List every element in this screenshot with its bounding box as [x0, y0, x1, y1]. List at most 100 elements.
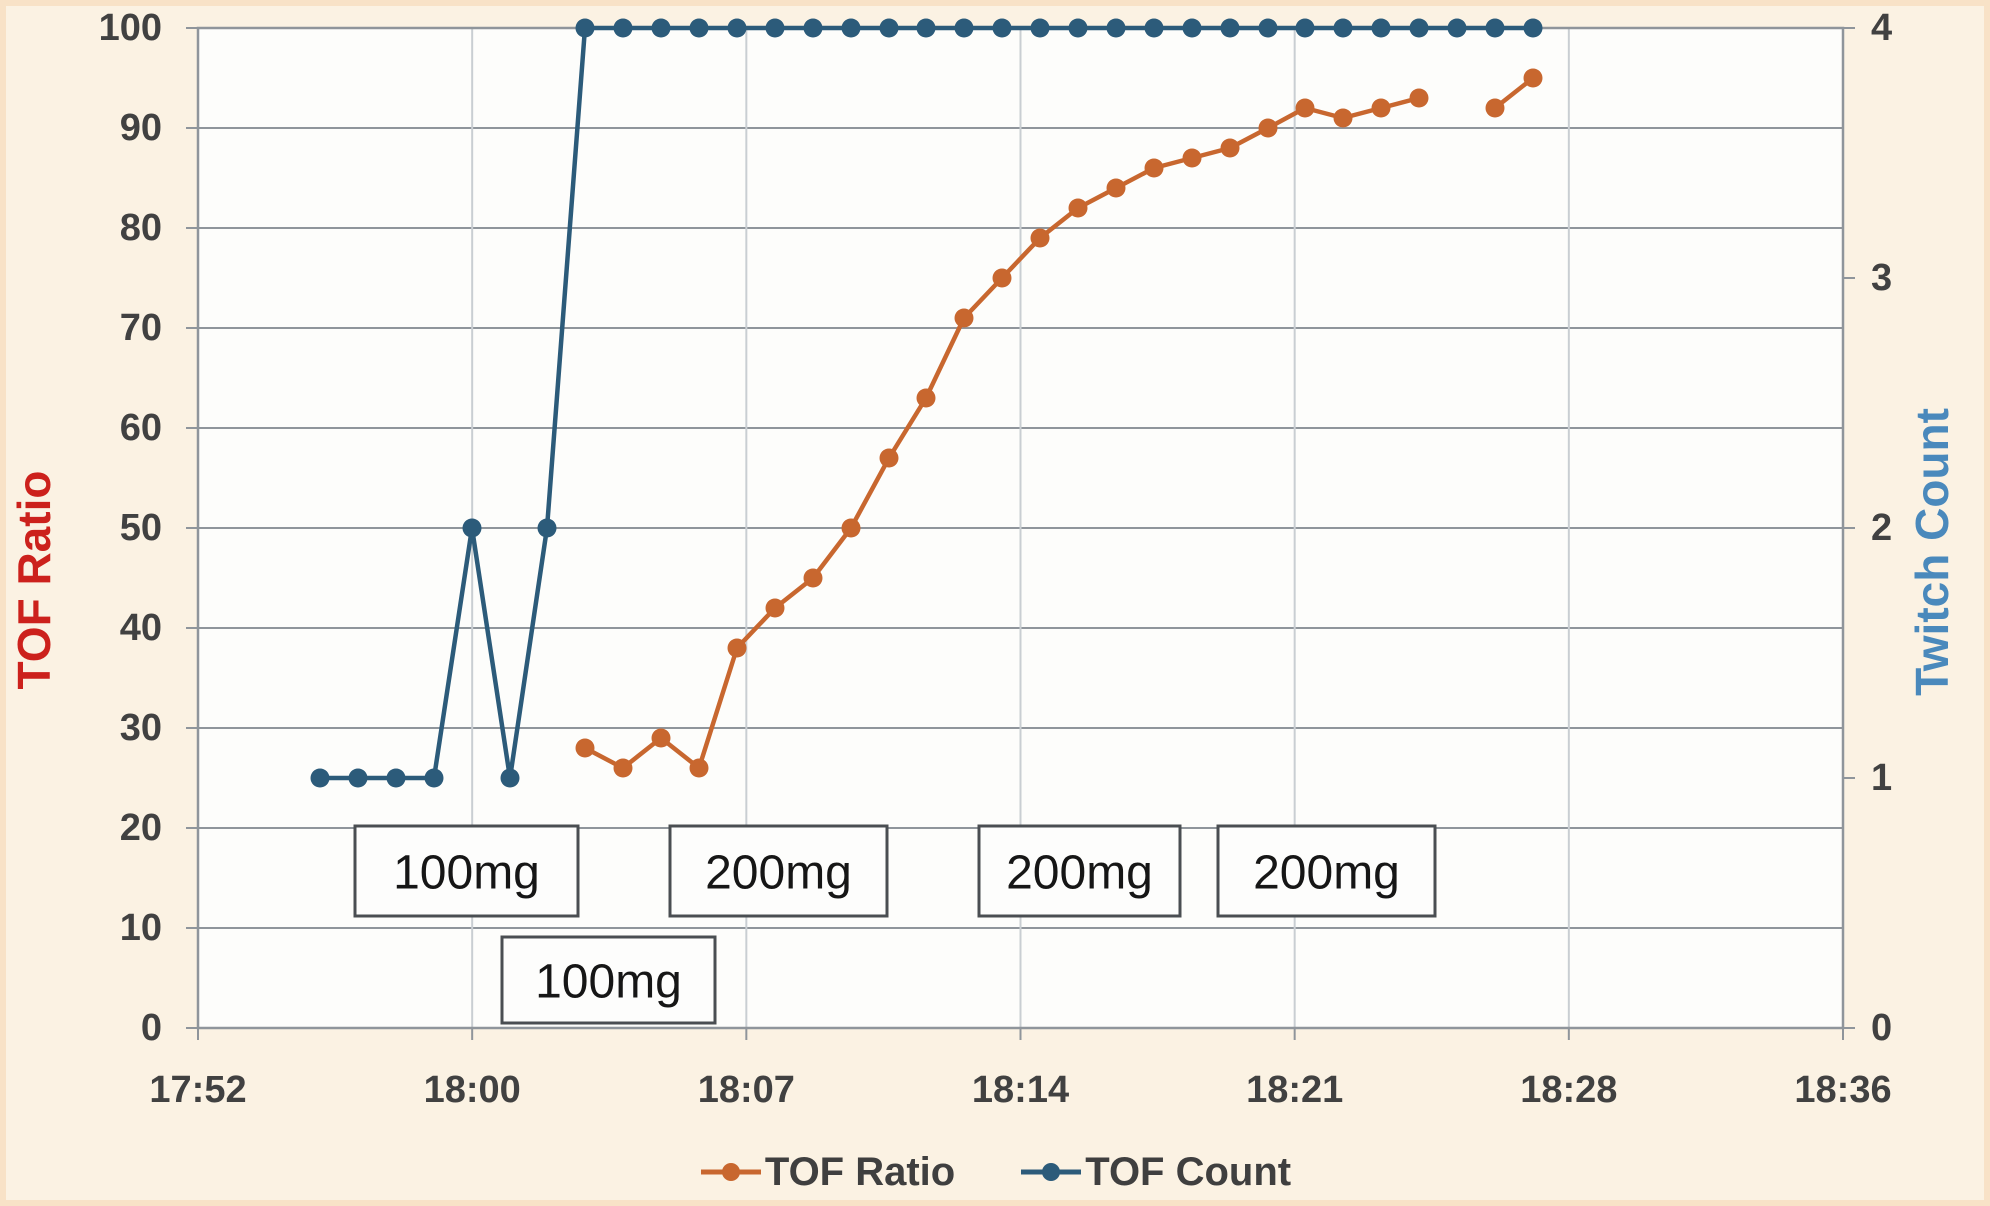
data-point-tof-ratio	[1068, 198, 1088, 218]
y-right-tick-label: 3	[1871, 257, 1892, 299]
data-point-tof-count	[992, 18, 1012, 38]
data-point-tof-ratio	[1182, 148, 1202, 168]
data-point-tof-ratio	[992, 268, 1012, 288]
legend-label: TOF Ratio	[764, 1149, 956, 1194]
data-point-tof-count	[841, 18, 861, 38]
data-point-tof-count	[1258, 18, 1278, 38]
data-point-tof-ratio	[651, 728, 671, 748]
y-left-tick-label: 40	[120, 607, 162, 649]
legend-marker-icon	[700, 1163, 761, 1181]
dose-annotation-box	[977, 824, 1182, 918]
data-point-tof-ratio	[689, 758, 709, 778]
dose-annotation-label: 200mg	[705, 847, 852, 900]
data-point-tof-ratio	[954, 308, 974, 328]
data-point-tof-ratio	[1409, 88, 1429, 108]
data-point-tof-count	[1295, 18, 1315, 38]
data-point-tof-ratio	[613, 758, 633, 778]
dose-annotation-box	[353, 824, 580, 918]
y-left-tick-label: 80	[120, 207, 162, 249]
data-point-tof-count	[1144, 18, 1164, 38]
y-left-tick-label: 90	[120, 107, 162, 149]
data-point-tof-count	[1220, 18, 1240, 38]
data-point-tof-count	[537, 518, 557, 538]
left-axis-title: TOF Ratio	[8, 471, 60, 690]
x-tick-label: 17:52	[149, 1069, 246, 1111]
data-point-tof-count	[1485, 18, 1505, 38]
y-left-tick-label: 100	[99, 7, 162, 49]
data-point-tof-count	[575, 18, 595, 38]
y-right-tick-label: 0	[1871, 1007, 1892, 1049]
data-point-tof-count	[462, 518, 482, 538]
legend-item-tof-count: TOF Count	[1019, 1150, 1291, 1195]
y-right-tick-label: 4	[1871, 7, 1892, 49]
data-point-tof-count	[1030, 18, 1050, 38]
y-left-tick-label: 60	[120, 407, 162, 449]
data-point-tof-count	[424, 768, 444, 788]
data-point-tof-count	[1409, 18, 1429, 38]
y-left-tick-label: 50	[120, 507, 162, 549]
y-left-tick-label: 20	[120, 807, 162, 849]
data-point-tof-count	[689, 18, 709, 38]
data-point-tof-ratio	[1106, 178, 1126, 198]
x-tick-label: 18:36	[1794, 1069, 1891, 1111]
legend-label: TOF Count	[1085, 1149, 1292, 1194]
data-point-tof-ratio	[1220, 138, 1240, 158]
data-point-tof-ratio	[765, 598, 785, 618]
data-point-tof-count	[1447, 18, 1467, 38]
data-point-tof-ratio	[1523, 68, 1543, 88]
dose-annotation-box	[500, 935, 717, 1025]
x-tick-label: 18:28	[1520, 1069, 1617, 1111]
data-point-tof-count	[1333, 18, 1353, 38]
data-point-tof-ratio	[1030, 228, 1050, 248]
dose-annotation-label: 200mg	[1006, 847, 1153, 900]
dose-annotation-label: 100mg	[393, 847, 540, 900]
dose-annotation-label: 200mg	[1253, 847, 1400, 900]
data-point-tof-count	[613, 18, 633, 38]
data-point-tof-ratio	[1333, 108, 1353, 128]
dose-annotation-box	[1216, 824, 1437, 918]
y-left-tick-label: 10	[120, 907, 162, 949]
legend-marker-icon	[1021, 1163, 1082, 1181]
right-axis-title: Twitch Count	[1906, 408, 1958, 696]
data-point-tof-count	[1371, 18, 1391, 38]
y-right-tick-label: 2	[1871, 507, 1892, 549]
data-point-tof-ratio	[1371, 98, 1391, 118]
data-point-tof-count	[879, 18, 899, 38]
data-point-tof-ratio	[575, 738, 595, 758]
y-left-tick-label: 70	[120, 307, 162, 349]
x-tick-label: 18:00	[424, 1069, 521, 1111]
y-left-tick-label: 30	[120, 707, 162, 749]
dose-annotation-label: 100mg	[535, 956, 682, 1009]
chart-legend: TOF Ratio TOF Count	[0, 1142, 1990, 1202]
dose-annotation-box	[668, 824, 889, 918]
x-tick-label: 18:07	[698, 1069, 795, 1111]
data-point-tof-ratio	[803, 568, 823, 588]
legend-item-tof-ratio: TOF Ratio	[699, 1150, 955, 1195]
data-point-tof-ratio	[1485, 98, 1505, 118]
data-point-tof-count	[1182, 18, 1202, 38]
data-point-tof-ratio	[916, 388, 936, 408]
data-point-tof-count	[765, 18, 785, 38]
data-point-tof-ratio	[1295, 98, 1315, 118]
data-point-tof-ratio	[727, 638, 747, 658]
data-point-tof-count	[1523, 18, 1543, 38]
data-point-tof-count	[348, 768, 368, 788]
data-point-tof-count	[1106, 18, 1126, 38]
data-point-tof-count	[651, 18, 671, 38]
data-point-tof-count	[803, 18, 823, 38]
data-point-tof-ratio	[1258, 118, 1278, 138]
data-point-tof-count	[500, 768, 520, 788]
x-tick-label: 18:21	[1246, 1069, 1343, 1111]
y-right-tick-label: 1	[1871, 757, 1892, 799]
data-point-tof-count	[386, 768, 406, 788]
data-point-tof-count	[310, 768, 330, 788]
x-tick-label: 18:14	[972, 1069, 1069, 1111]
data-point-tof-ratio	[841, 518, 861, 538]
data-point-tof-count	[727, 18, 747, 38]
data-point-tof-ratio	[879, 448, 899, 468]
data-point-tof-count	[954, 18, 974, 38]
data-point-tof-count	[916, 18, 936, 38]
